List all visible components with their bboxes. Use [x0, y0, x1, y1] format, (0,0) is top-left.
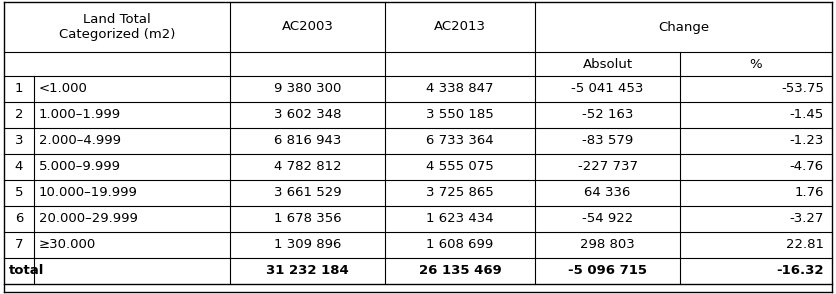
Text: 3 602 348: 3 602 348 [273, 108, 341, 121]
Text: 4: 4 [15, 161, 23, 173]
Text: 1: 1 [15, 83, 23, 96]
Text: -3.27: -3.27 [790, 213, 824, 225]
Text: 10.000–19.999: 10.000–19.999 [39, 186, 138, 200]
Text: 20.000–29.999: 20.000–29.999 [39, 213, 138, 225]
Text: -53.75: -53.75 [781, 83, 824, 96]
Text: ≥30.000: ≥30.000 [39, 238, 96, 251]
Text: -54 922: -54 922 [582, 213, 633, 225]
Text: AC2013: AC2013 [434, 21, 486, 34]
Text: 64 336: 64 336 [584, 186, 630, 200]
Text: 5.000–9.999: 5.000–9.999 [39, 161, 121, 173]
Text: 1 678 356: 1 678 356 [273, 213, 341, 225]
Text: 1 623 434: 1 623 434 [426, 213, 494, 225]
Text: 1 309 896: 1 309 896 [274, 238, 341, 251]
Text: 1.76: 1.76 [794, 186, 824, 200]
Text: 3: 3 [15, 134, 23, 148]
Text: 4 555 075: 4 555 075 [426, 161, 494, 173]
Text: Change: Change [658, 21, 709, 34]
Text: 9 380 300: 9 380 300 [274, 83, 341, 96]
Text: total: total [9, 265, 44, 278]
Text: 3 725 865: 3 725 865 [426, 186, 494, 200]
Text: -227 737: -227 737 [578, 161, 638, 173]
Text: 31 232 184: 31 232 184 [266, 265, 349, 278]
Text: 298 803: 298 803 [580, 238, 635, 251]
Text: 1.000–1.999: 1.000–1.999 [39, 108, 121, 121]
Text: 3 661 529: 3 661 529 [273, 186, 341, 200]
Text: 6 733 364: 6 733 364 [426, 134, 494, 148]
Text: 6 816 943: 6 816 943 [274, 134, 341, 148]
Text: 22.81: 22.81 [786, 238, 824, 251]
Text: -52 163: -52 163 [582, 108, 633, 121]
Text: -1.23: -1.23 [790, 134, 824, 148]
Text: 5: 5 [15, 186, 23, 200]
Text: -5 096 715: -5 096 715 [568, 265, 647, 278]
Text: %: % [750, 58, 762, 71]
Text: -83 579: -83 579 [582, 134, 633, 148]
Text: 4 338 847: 4 338 847 [426, 83, 494, 96]
Text: 3 550 185: 3 550 185 [426, 108, 494, 121]
Text: -4.76: -4.76 [790, 161, 824, 173]
Text: 6: 6 [15, 213, 23, 225]
Text: -16.32: -16.32 [777, 265, 824, 278]
Text: -5 041 453: -5 041 453 [571, 83, 644, 96]
Text: AC2003: AC2003 [282, 21, 334, 34]
Text: Absolut: Absolut [583, 58, 633, 71]
Text: 26 135 469: 26 135 469 [419, 265, 502, 278]
Text: 2: 2 [15, 108, 23, 121]
Text: 7: 7 [15, 238, 23, 251]
Text: 4 782 812: 4 782 812 [273, 161, 341, 173]
Text: <1.000: <1.000 [39, 83, 88, 96]
Text: -1.45: -1.45 [790, 108, 824, 121]
Text: 2.000–4.999: 2.000–4.999 [39, 134, 121, 148]
Text: Land Total
Categorized (m2): Land Total Categorized (m2) [59, 13, 176, 41]
Text: 1 608 699: 1 608 699 [426, 238, 493, 251]
